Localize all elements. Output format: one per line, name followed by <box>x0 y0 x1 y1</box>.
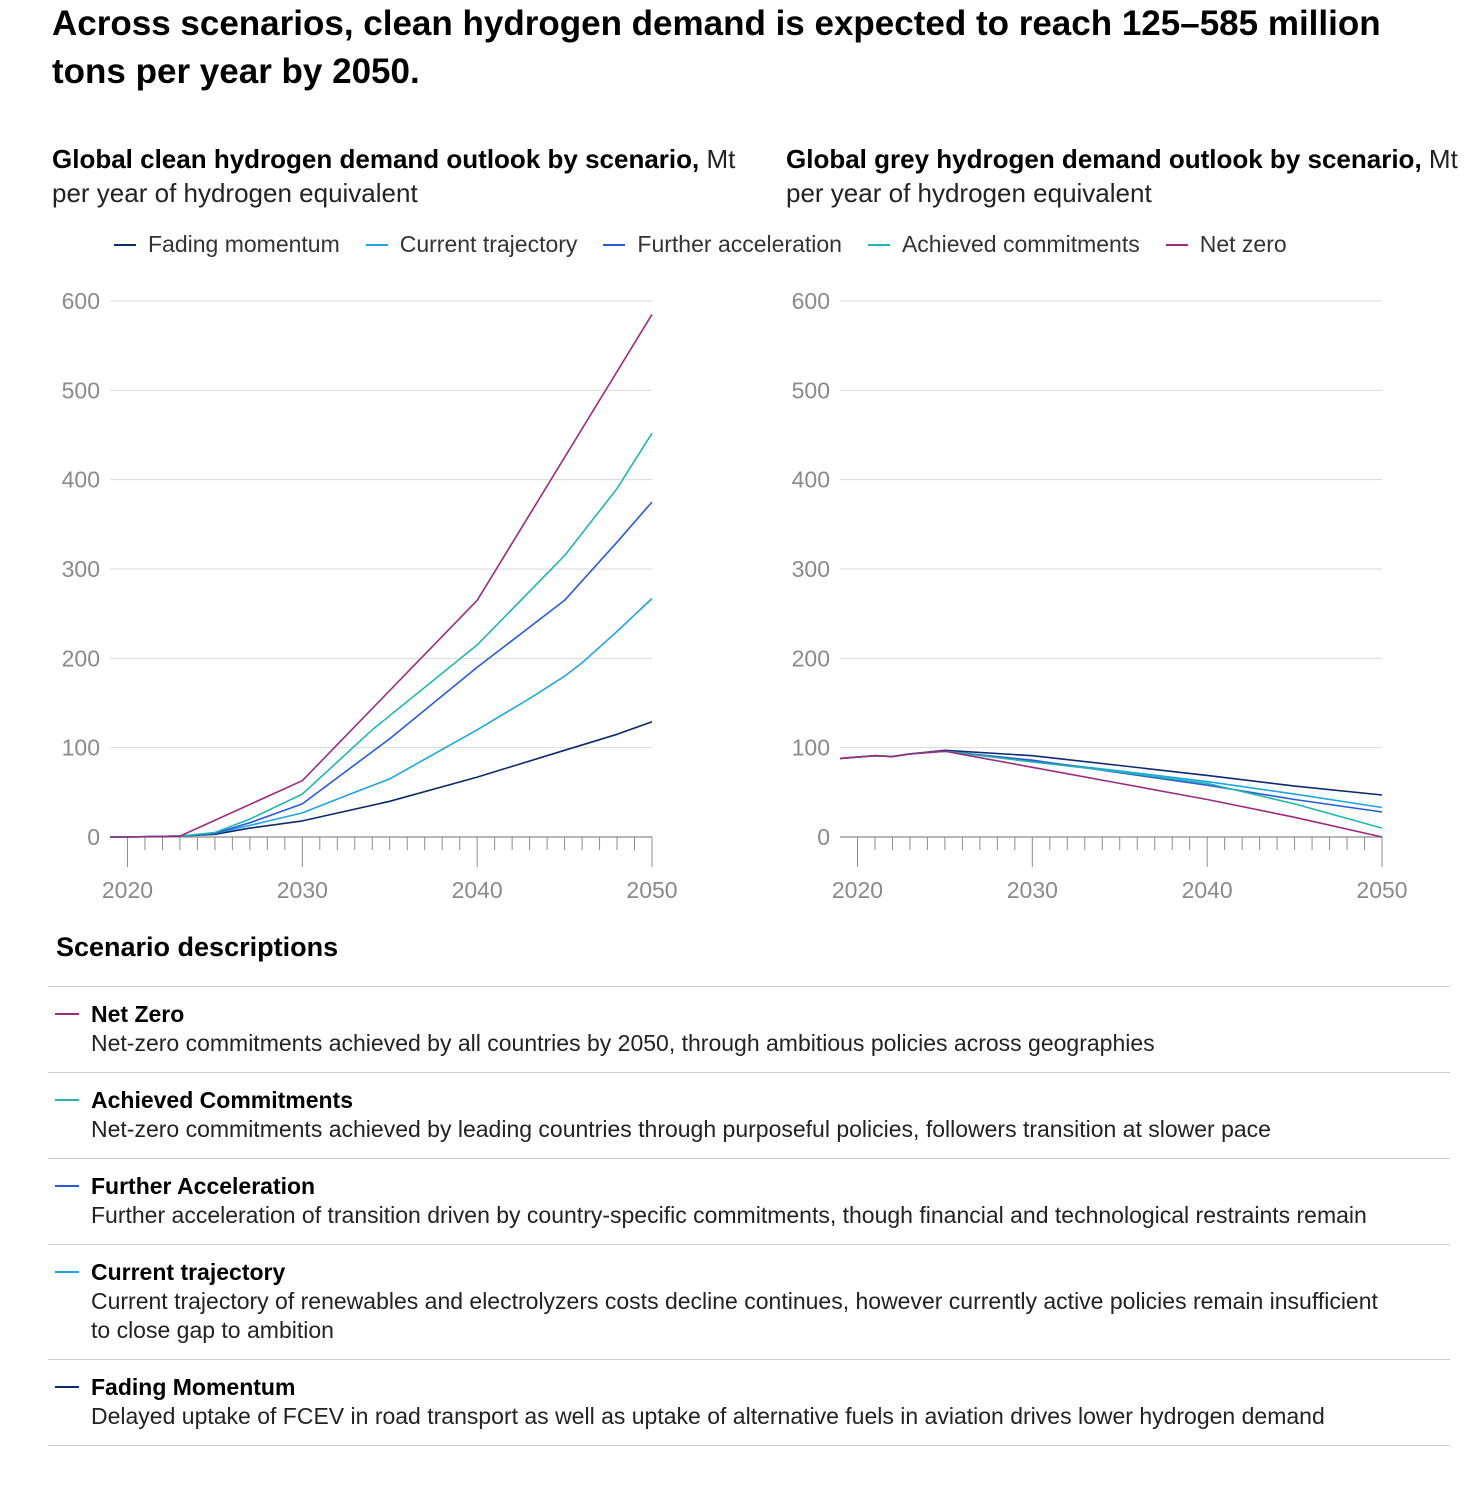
clean-y-tick-label: 500 <box>62 377 100 403</box>
grey-series-line-fading-momentum <box>839 749 1383 796</box>
legend-swatch <box>114 243 136 246</box>
grey-y-tick-label: 300 <box>792 556 830 582</box>
legend-item-net-zero: Net zero <box>1165 231 1287 258</box>
scenario-name: Achieved Commitments <box>91 1087 354 1113</box>
legend-swatch <box>365 243 388 246</box>
grey-series-line-net-zero <box>839 750 1383 838</box>
legend-label: Net zero <box>1199 231 1287 257</box>
clean-x-tick-label: 2020 <box>102 877 153 903</box>
grey-x-tick-label: 2020 <box>832 877 883 903</box>
scenario-description-further-acceleration: Further Acceleration Further acceleration… <box>48 1159 1450 1245</box>
grey-y-tick-label: 400 <box>792 467 830 493</box>
grey-chart-title: Global grey hydrogen demand outlook by s… <box>786 142 1483 210</box>
clean-chart: 0 100 200 300 400 500 600 2020 2030 2040 2050 <box>62 288 678 903</box>
legend-label: Achieved commitments <box>901 231 1140 257</box>
clean-y-tick-label: 200 <box>62 645 100 671</box>
clean-y-tick-label: 400 <box>62 467 100 493</box>
grey-x-tick-label: 2030 <box>1007 877 1058 903</box>
scenario-text: Further acceleration of transition drive… <box>91 1202 1367 1228</box>
legend-item-current-trajectory: Current trajectory <box>365 231 578 258</box>
scenario-description-fading-momentum: Fading Momentum Delayed uptake of FCEV in… <box>48 1360 1450 1446</box>
grey-chart-title-bold: Global grey hydrogen demand outlook by s… <box>786 144 1422 174</box>
clean-series-line-achieved-commitments <box>110 432 653 838</box>
clean-y-tick-label: 300 <box>62 556 100 582</box>
scenario-text: Net-zero commitments achieved by leading… <box>91 1116 1271 1142</box>
grey-y-tick-label: 100 <box>792 735 830 761</box>
clean-x-tick-label: 2040 <box>452 877 503 903</box>
scenario-name: Fading Momentum <box>91 1374 296 1400</box>
scenario-descriptions-list: Net Zero Net-zero commitments achieved by… <box>48 986 1450 1446</box>
grey-y-tick-label: 200 <box>792 645 830 671</box>
scenario-name: Further Acceleration <box>91 1173 316 1199</box>
legend-swatch <box>603 243 626 246</box>
grey-chart-title-unit: Mt per year of hydrogen equivalent <box>786 144 1458 208</box>
legend-swatch <box>867 243 890 246</box>
grey-y-tick-label: 600 <box>792 288 830 314</box>
scenario-swatch <box>55 1013 79 1015</box>
clean-chart-title: Global clean hydrogen demand outlook by … <box>52 142 752 210</box>
clean-x-tick-label: 2030 <box>277 877 328 903</box>
grey-x-tick-label: 2050 <box>1356 877 1407 903</box>
page-headline: Across scenarios, clean hydrogen demand … <box>52 4 1381 91</box>
legend-label: Fading momentum <box>148 231 340 257</box>
clean-y-tick-label: 600 <box>62 288 100 314</box>
scenario-text: Current trajectory of renewables and ele… <box>91 1288 1378 1343</box>
grey-x-tick-label: 2040 <box>1182 877 1233 903</box>
clean-series-line-further-acceleration <box>110 501 653 838</box>
scenario-swatch <box>55 1099 79 1101</box>
clean-y-tick-label: 100 <box>62 735 100 761</box>
scenario-description-net-zero: Net Zero Net-zero commitments achieved by… <box>48 987 1450 1073</box>
grey-series-line-current-trajectory <box>839 750 1383 809</box>
clean-chart-title-unit: Mt per year of hydrogen equivalent <box>52 144 736 208</box>
legend-item-fading-momentum: Fading momentum <box>114 231 340 258</box>
clean-chart-title-bold: Global clean hydrogen demand outlook by … <box>52 144 700 174</box>
legend-item-further-acceleration: Further acceleration <box>603 231 842 258</box>
clean-series-line-fading-momentum <box>110 721 653 838</box>
scenario-swatch <box>55 1271 79 1273</box>
scenario-description-achieved-commitments: Achieved Commitments Net-zero commitments… <box>48 1073 1450 1159</box>
scenario-descriptions-title: Scenario descriptions <box>56 932 339 962</box>
scenario-name: Current trajectory <box>91 1259 286 1285</box>
clean-series-line-net-zero <box>110 313 653 838</box>
clean-y-tick-label: 0 <box>87 824 100 850</box>
chart-legend: Fading momentum Current trajectory Further… <box>114 231 1313 258</box>
legend-label: Current trajectory <box>399 231 578 257</box>
legend-label: Further acceleration <box>637 231 842 257</box>
scenario-name: Net Zero <box>91 1001 185 1027</box>
scenario-text: Delayed uptake of FCEV in road transport… <box>91 1403 1325 1429</box>
scenario-text: Net-zero commitments achieved by all cou… <box>91 1030 1155 1056</box>
scenario-description-current-trajectory: Current trajectory Current trajectory of … <box>48 1245 1450 1360</box>
scenario-swatch <box>55 1185 79 1187</box>
scenario-swatch <box>55 1386 79 1388</box>
grey-series-line-achieved-commitments <box>839 750 1383 829</box>
legend-swatch <box>1165 243 1188 246</box>
grey-y-tick-label: 0 <box>817 824 830 850</box>
hydrogen-demand-charts: 0 100 200 300 400 500 600 2020 2030 2040 2050 0 100 2… <box>62 288 1408 903</box>
clean-x-tick-label: 2050 <box>626 877 677 903</box>
legend-item-achieved-commitments: Achieved commitments <box>867 231 1140 258</box>
grey-chart: 0 100 200 300 400 500 600 2020 2030 2040 2050 <box>792 288 1408 903</box>
grey-y-tick-label: 500 <box>792 377 830 403</box>
clean-series-line-current-trajectory <box>110 597 653 838</box>
